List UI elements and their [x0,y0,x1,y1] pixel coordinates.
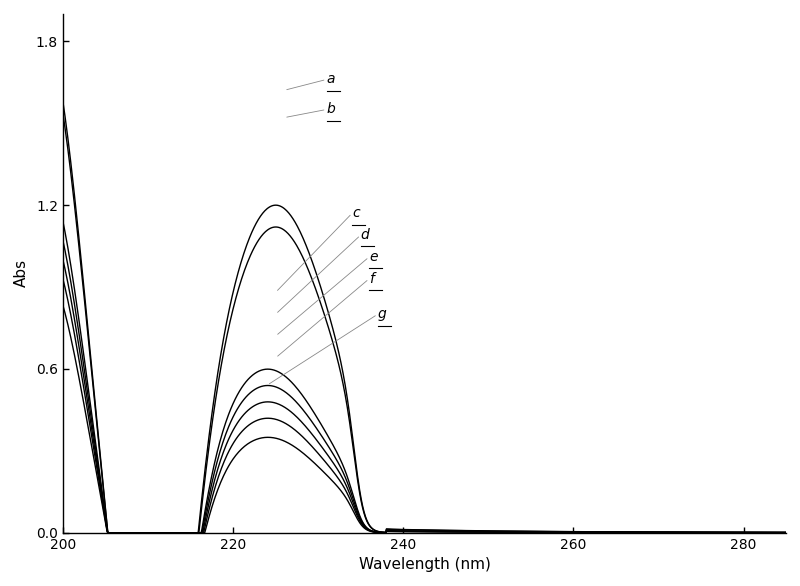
Text: b: b [326,103,335,117]
Text: c: c [352,206,360,220]
Text: g: g [378,307,386,321]
Text: d: d [361,228,370,242]
X-axis label: Wavelength (nm): Wavelength (nm) [358,557,490,572]
Text: e: e [369,250,378,264]
Text: f: f [369,272,374,286]
Y-axis label: Abs: Abs [14,259,29,287]
Text: a: a [326,73,335,86]
